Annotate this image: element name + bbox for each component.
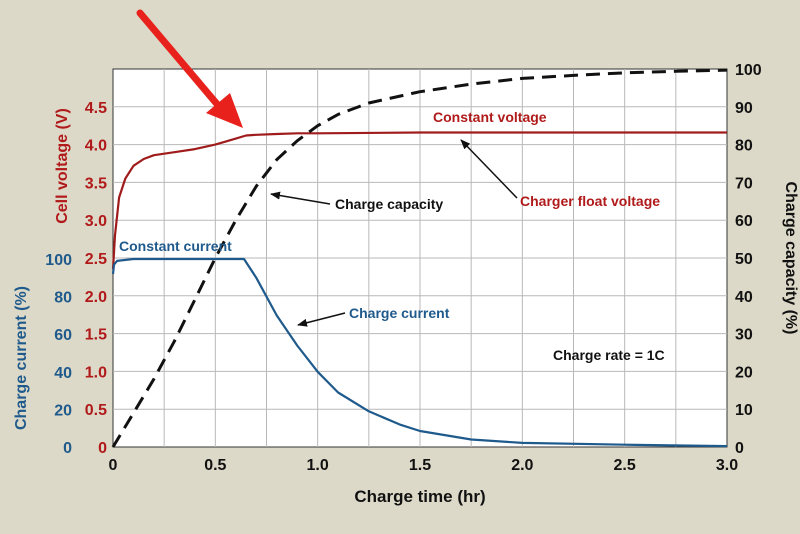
arrow-charge-capacity: [270, 191, 331, 205]
annotation-charge-capacity: Charge capacity: [335, 196, 443, 212]
y-tick-label-current: 0: [63, 440, 72, 457]
y-tick-label-voltage: 0: [98, 440, 107, 457]
y-tick-label-current: 80: [54, 290, 72, 307]
y-tick-label-capacity: 70: [735, 175, 753, 192]
y-tick-label-current: 100: [45, 252, 72, 269]
y-tick-label-voltage: 3.5: [85, 175, 107, 192]
y-tick-label-capacity: 90: [735, 100, 753, 117]
y-axis-label-current: Charge current (%): [13, 286, 30, 430]
tick-labels: 0 0.5 1.0 1.5 2.0 2.5 3.002040608010000.51.01.…: [45, 62, 762, 474]
annotation-charge-rate: Charge rate = 1C: [553, 347, 665, 363]
y-tick-label-capacity: 100: [735, 62, 762, 79]
x-tick-label: 0: [109, 457, 118, 474]
y-tick-label-voltage: 1.5: [85, 327, 107, 344]
annotation-constant-current: Constant current: [119, 238, 232, 254]
x-tick-label: 2.5: [614, 457, 636, 474]
arrow-charge-current: [297, 312, 346, 327]
series-line-capacity: [111, 68, 728, 448]
y-tick-label-capacity: 0: [735, 440, 744, 457]
series-line-voltage: [111, 131, 727, 270]
annotation-constant-voltage: Constant voltage: [433, 109, 547, 125]
x-tick-label: 1.5: [409, 457, 431, 474]
red-pointer-arrow: [136, 9, 243, 128]
y-tick-label-voltage: 1.0: [85, 364, 107, 381]
annotation-charger-float-voltage: Charger float voltage: [520, 193, 660, 209]
y-tick-label-voltage: 4.5: [85, 100, 107, 117]
series-layer: [111, 68, 728, 448]
x-tick-label: 3.0: [716, 457, 738, 474]
x-tick-label: 0.5: [204, 457, 226, 474]
y-tick-label-capacity: 80: [735, 138, 753, 155]
arrow-charger-float-voltage: [460, 139, 518, 199]
y-tick-label-capacity: 40: [735, 289, 753, 306]
y-tick-label-capacity: 10: [735, 402, 753, 419]
annotation-charge-current: Charge current: [349, 305, 450, 321]
series-line-current: [111, 257, 728, 448]
y-tick-label-current: 60: [54, 327, 72, 344]
y-tick-label-voltage: 2.5: [85, 251, 107, 268]
y-axis-label-capacity: Charge capacity (%): [782, 182, 799, 335]
y-tick-label-voltage: 3.0: [85, 213, 107, 230]
x-tick-label: 2.0: [511, 457, 533, 474]
x-axis-label: Charge time (hr): [354, 487, 485, 506]
y-axis-label-voltage: Cell voltage (V): [54, 108, 71, 224]
y-tick-label-current: 40: [54, 365, 72, 382]
y-tick-label-current: 20: [54, 402, 72, 419]
y-tick-label-capacity: 50: [735, 251, 753, 268]
y-tick-label-voltage: 0.5: [85, 402, 107, 419]
y-tick-label-voltage: 2.0: [85, 289, 107, 306]
y-tick-label-capacity: 20: [735, 364, 753, 381]
y-tick-label-capacity: 30: [735, 327, 753, 344]
x-tick-label: 1.0: [307, 457, 329, 474]
y-tick-label-capacity: 60: [735, 213, 753, 230]
y-tick-label-voltage: 4.0: [85, 138, 107, 155]
